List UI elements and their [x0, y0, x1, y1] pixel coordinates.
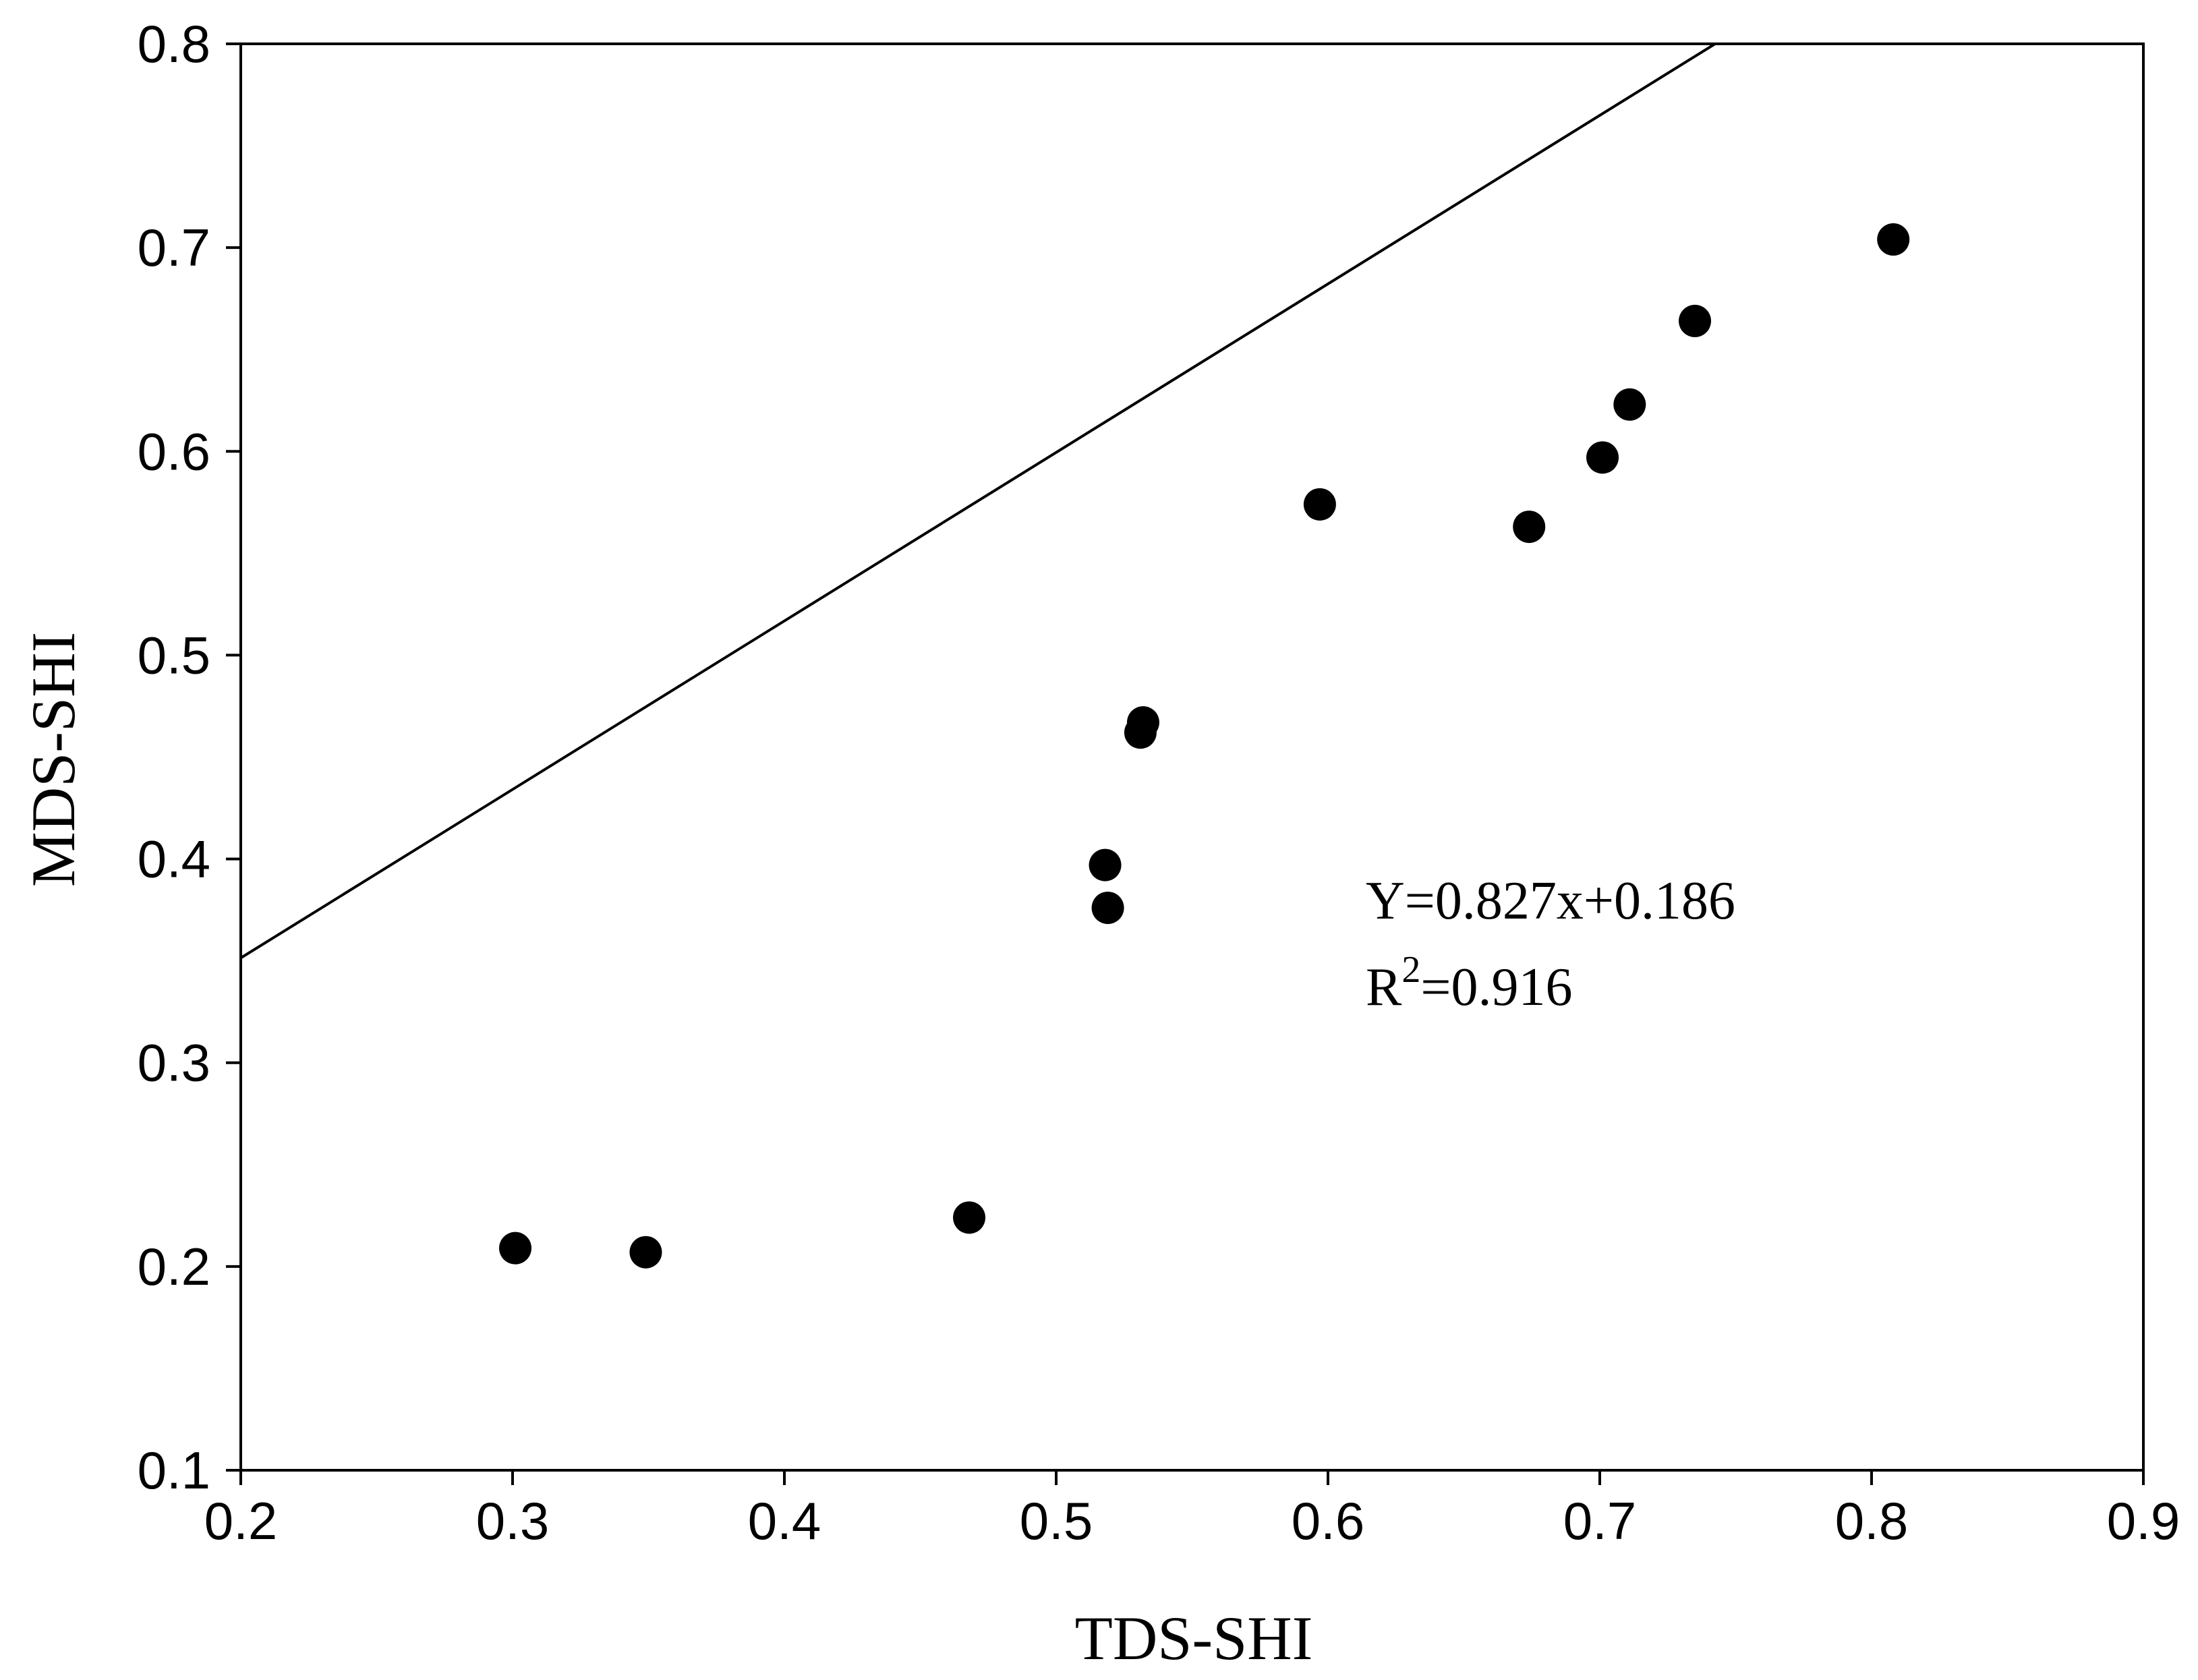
data-point-2	[629, 1236, 662, 1269]
chart-marks	[239, 42, 2145, 1472]
y-tick-label: 0.4	[138, 830, 210, 889]
x-tick-label: 0.7	[1563, 1491, 1636, 1551]
plot-frame	[239, 42, 2145, 1472]
data-point-7	[1126, 706, 1159, 739]
r-squared-value: =0.916	[1420, 958, 1572, 1017]
x-tick-label: 0.4	[748, 1491, 821, 1551]
data-point-13	[1877, 223, 1910, 256]
x-tick-label: 0.3	[476, 1491, 549, 1551]
fit-equation-label: Y=0.827x+0.186	[1366, 871, 1735, 931]
data-point-11	[1613, 388, 1646, 421]
regression-line	[241, 44, 1718, 960]
data-point-1	[499, 1232, 532, 1265]
data-point-10	[1586, 441, 1619, 474]
x-tick-label: 0.8	[1835, 1491, 1908, 1551]
data-point-5	[1091, 892, 1124, 925]
x-tick-label: 0.6	[1292, 1491, 1364, 1551]
x-tick-label: 0.2	[204, 1491, 277, 1551]
y-axis-title: MDS-SHI	[19, 632, 88, 887]
data-point-8	[1303, 488, 1336, 521]
r-squared-prefix: R	[1366, 958, 1402, 1017]
x-tick-label: 0.9	[2107, 1491, 2180, 1551]
y-tick-label: 0.3	[138, 1033, 210, 1093]
data-point-3	[953, 1201, 986, 1234]
x-tick-label: 0.5	[1020, 1491, 1093, 1551]
y-tick-label: 0.8	[138, 14, 210, 74]
data-point-9	[1513, 511, 1546, 544]
chart-ticks: 0.2 0.3 0.4 0.5 0.6 0.7 0.8 0.90.10.20.30.40.50…	[138, 14, 2180, 1551]
y-tick-label: 0.6	[138, 422, 210, 481]
r-squared-label: R2=0.916	[1366, 949, 1572, 1017]
y-tick-label: 0.1	[138, 1441, 210, 1500]
y-tick-label: 0.7	[138, 218, 210, 277]
data-point-12	[1679, 304, 1712, 337]
x-axis-title: TDS-SHI	[1075, 1604, 1313, 1673]
y-tick-label: 0.5	[138, 625, 210, 685]
r-squared-superscript: 2	[1401, 949, 1420, 991]
data-point-4	[1089, 848, 1122, 881]
y-tick-label: 0.2	[138, 1237, 210, 1296]
